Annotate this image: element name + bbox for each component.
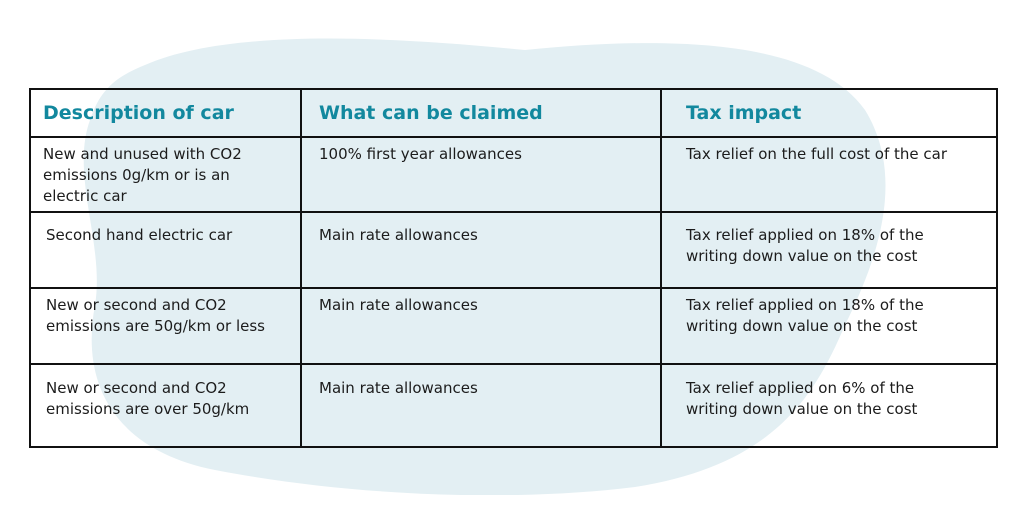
header-description: Description of car [29,88,302,138]
cell-claim: Main rate allowances [300,287,662,365]
cell-description: New or second and CO2 emissions are 50g/… [29,287,302,365]
table-row: New and unused with CO2 emissions 0g/km … [29,136,998,213]
cell-description: Second hand electric car [29,211,302,289]
table-row: Second hand electric car Main rate allow… [29,211,998,289]
cell-impact: Tax relief applied on 18% of the writing… [660,287,998,365]
cell-description: New or second and CO2 emissions are over… [29,363,302,448]
cell-impact: Tax relief on the full cost of the car [660,136,998,213]
cell-claim: Main rate allowances [300,211,662,289]
cell-impact: Tax relief applied on 18% of the writing… [660,211,998,289]
cell-description: New and unused with CO2 emissions 0g/km … [29,136,302,213]
header-claim: What can be claimed [300,88,662,138]
table-row: New or second and CO2 emissions are 50g/… [29,287,998,365]
cell-claim: Main rate allowances [300,363,662,448]
table-header-row: Description of car What can be claimed T… [29,88,998,138]
header-impact: Tax impact [660,88,998,138]
car-tax-table: Description of car What can be claimed T… [29,88,998,448]
table-row: New or second and CO2 emissions are over… [29,363,998,448]
cell-claim: 100% first year allowances [300,136,662,213]
cell-impact: Tax relief applied on 6% of the writing … [660,363,998,448]
